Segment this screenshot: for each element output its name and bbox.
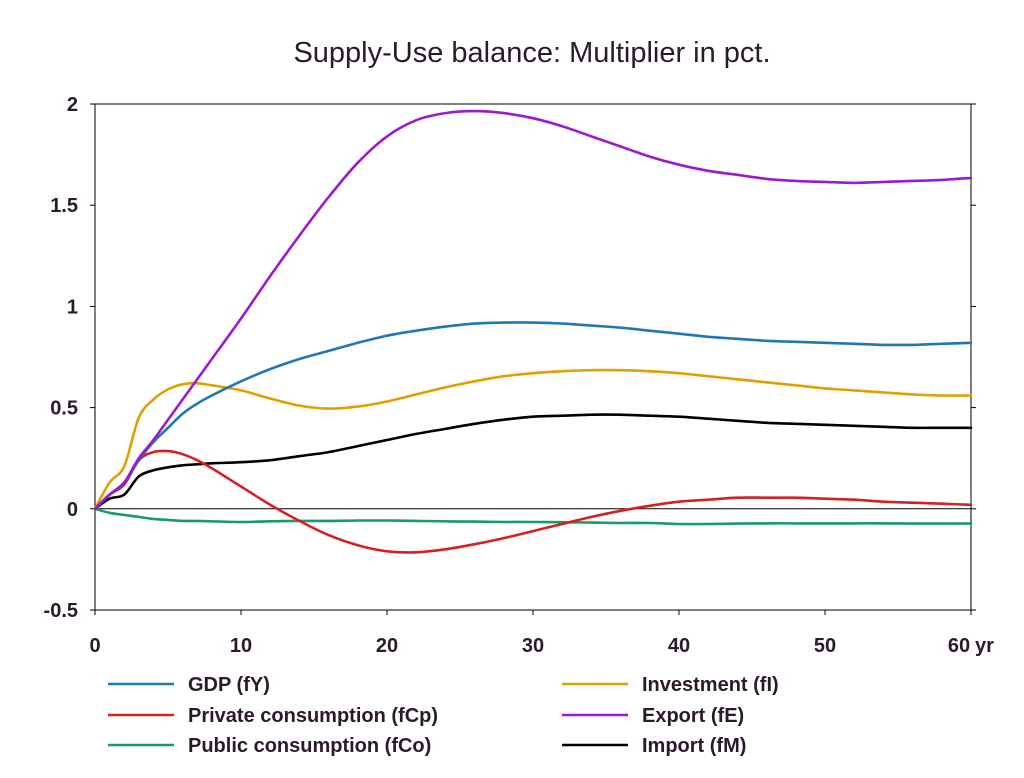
x-tick-label: 40 [668, 635, 690, 657]
y-tick-label: 0 [67, 499, 78, 521]
series-line-investment-fi [93, 368, 973, 511]
chart-title: Supply-Use balance: Multiplier in pct. [293, 37, 770, 69]
plot-border [94, 103, 972, 611]
x-tick-label: 60 [948, 635, 970, 657]
series-line-export-fe [93, 109, 973, 511]
x-tick-label: 50 [814, 635, 836, 657]
series-line-gdp-fy [93, 321, 973, 511]
x-tick-label: 30 [522, 635, 544, 657]
legend-label-gdp-fy: GDP (fY) [188, 674, 270, 696]
axes: -0.500.511.520 10 20 30 40 50 60 yr [44, 94, 995, 657]
y-tick-label: -0.5 [44, 600, 78, 622]
x-tick-label: 20 [376, 635, 398, 657]
series-line-public-consumption-fco [93, 507, 973, 526]
legend-label-export-fe: Export (fE) [642, 705, 744, 727]
series-line-import-fm [93, 413, 973, 511]
y-tick-label: 2 [67, 94, 78, 116]
legend-label-private-consumption-fcp: Private consumption (fCp) [188, 705, 438, 727]
y-tick-label: 1 [67, 296, 78, 318]
legend-label-import-fm: Import (fM) [642, 735, 746, 757]
series-line-private-consumption-fcp [93, 449, 973, 554]
x-tick-label: 0 [89, 635, 100, 657]
plot-frame [94, 103, 972, 611]
y-tick-label: 1.5 [50, 195, 78, 217]
y-tick-label: 0.5 [50, 398, 78, 420]
legend-label-public-consumption-fco: Public consumption (fCo) [188, 735, 431, 757]
legend: GDP (fY) Investment (fI) Private consumpti… [108, 674, 779, 757]
x-tick-label: 10 [230, 635, 252, 657]
series-layer [93, 109, 973, 554]
legend-label-investment-fi: Investment (fI) [642, 674, 779, 696]
x-unit-label: yr [975, 635, 994, 657]
